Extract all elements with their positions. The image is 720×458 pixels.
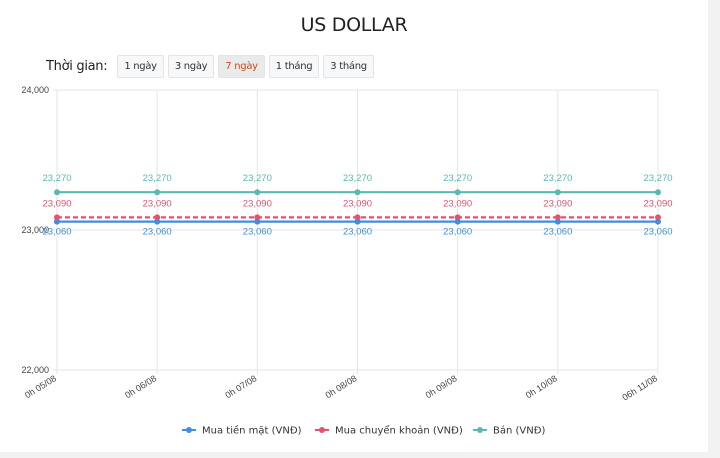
data-label: 23,060: [243, 227, 272, 238]
data-point[interactable]: [254, 189, 261, 196]
data-point[interactable]: [354, 189, 361, 196]
data-point[interactable]: [454, 218, 461, 225]
period-selector: Thời gian: 1 ngày 3 ngày 7 ngày 1 tháng …: [46, 55, 378, 78]
legend-label: Mua tiền mặt (VNĐ): [202, 425, 302, 437]
y-tick-label: 23,000: [21, 225, 49, 235]
data-label: 23,270: [143, 173, 172, 184]
data-label: 23,270: [343, 173, 372, 184]
data-label: 23,090: [543, 198, 572, 209]
x-tick-label: 0h 10/08: [524, 373, 559, 400]
data-point[interactable]: [154, 218, 161, 225]
legend-label: Mua chuyển khoản (VNĐ): [335, 424, 463, 437]
period-label: Thời gian:: [46, 59, 108, 74]
y-tick-label: 22,000: [21, 365, 49, 375]
series-2: 23,270 23,270 23,270 23,270 23,270 23,270 23,2…: [42, 173, 673, 196]
data-label: 23,060: [443, 227, 472, 238]
data-label: 23,270: [42, 173, 71, 184]
x-tick-label: 06h 11/08: [620, 373, 659, 402]
legend-item-2[interactable]: Bán (VNĐ): [473, 425, 545, 437]
data-label: 23,060: [343, 227, 372, 238]
series-0: 23,060 23,060 23,060 23,060 23,060 23,060 23,0…: [42, 218, 673, 238]
data-point[interactable]: [354, 218, 361, 225]
x-tick-label: 0h 06/08: [123, 373, 158, 400]
data-point[interactable]: [254, 214, 261, 221]
legend-item-1[interactable]: Mua chuyển khoản (VNĐ): [315, 424, 463, 437]
data-point[interactable]: [454, 214, 461, 221]
x-axis: 0h 05/08 0h 06/08 0h 07/08 0h 08/08 0h 09/08…: [23, 373, 659, 402]
data-label: 23,090: [243, 198, 272, 209]
data-point[interactable]: [554, 214, 561, 221]
series-1: 23,090 23,090 23,090 23,090 23,090 23,090 23,0…: [42, 198, 673, 221]
data-label: 23,270: [243, 173, 272, 184]
chart-title: US DOLLAR: [300, 14, 408, 36]
data-point[interactable]: [54, 214, 60, 221]
data-label: 23,060: [143, 227, 172, 238]
chart-series: 23,060 23,060 23,060 23,060 23,060 23,060 23,0…: [42, 173, 672, 237]
data-label: 23,090: [42, 198, 71, 209]
data-label: 23,090: [643, 198, 672, 209]
legend-dot-icon: [477, 427, 483, 433]
data-point[interactable]: [154, 189, 161, 196]
chart-legend: Mua tiền mặt (VNĐ) Mua chuyển khoản (VNĐ)…: [182, 424, 545, 437]
legend-dot-icon: [319, 427, 325, 433]
x-tick-label: 0h 09/08: [424, 373, 459, 400]
data-label: 23,270: [543, 173, 572, 184]
y-axis: 24,000 23,000 22,000: [21, 85, 49, 375]
y-tick-label: 24,000: [21, 85, 49, 95]
data-label: 23,090: [443, 198, 472, 209]
period-3-months-button[interactable]: 3 tháng: [323, 55, 374, 78]
data-point[interactable]: [655, 214, 661, 221]
data-point[interactable]: [54, 189, 60, 196]
data-label: 23,060: [543, 227, 572, 238]
legend-dot-icon: [186, 427, 192, 433]
data-point[interactable]: [454, 189, 461, 196]
x-tick-label: 0h 08/08: [324, 373, 359, 400]
period-7-days-button[interactable]: 7 ngày: [218, 55, 265, 78]
data-point[interactable]: [554, 218, 561, 225]
data-point[interactable]: [354, 214, 361, 221]
x-tick-label: 0h 05/08: [23, 373, 58, 400]
data-point[interactable]: [154, 214, 161, 221]
data-label: 23,060: [42, 227, 71, 238]
data-label: 23,090: [143, 198, 172, 209]
legend-label: Bán (VNĐ): [493, 425, 545, 437]
period-1-day-button[interactable]: 1 ngày: [117, 55, 164, 78]
data-label: 23,060: [643, 227, 672, 238]
chart-card: US DOLLAR Thời gian: 1 ngày 3 ngày 7 ngà…: [0, 0, 708, 452]
x-tick-label: 0h 07/08: [223, 373, 258, 400]
data-label: 23,270: [643, 173, 672, 184]
data-label: 23,270: [443, 173, 472, 184]
data-point[interactable]: [655, 218, 661, 225]
period-3-days-button[interactable]: 3 ngày: [167, 55, 215, 78]
data-point[interactable]: [54, 218, 60, 225]
data-label: 23,090: [343, 198, 372, 209]
line-chart: 24,000 23,000 22,000 0h 05/08 0h 06/08 0h 07…: [21, 85, 672, 437]
chart-grid: [53, 89, 659, 374]
data-point[interactable]: [254, 218, 261, 225]
data-point[interactable]: [655, 189, 661, 196]
legend-item-0[interactable]: Mua tiền mặt (VNĐ): [182, 425, 302, 437]
data-point[interactable]: [554, 189, 561, 196]
period-1-month-button[interactable]: 1 tháng: [268, 55, 320, 78]
